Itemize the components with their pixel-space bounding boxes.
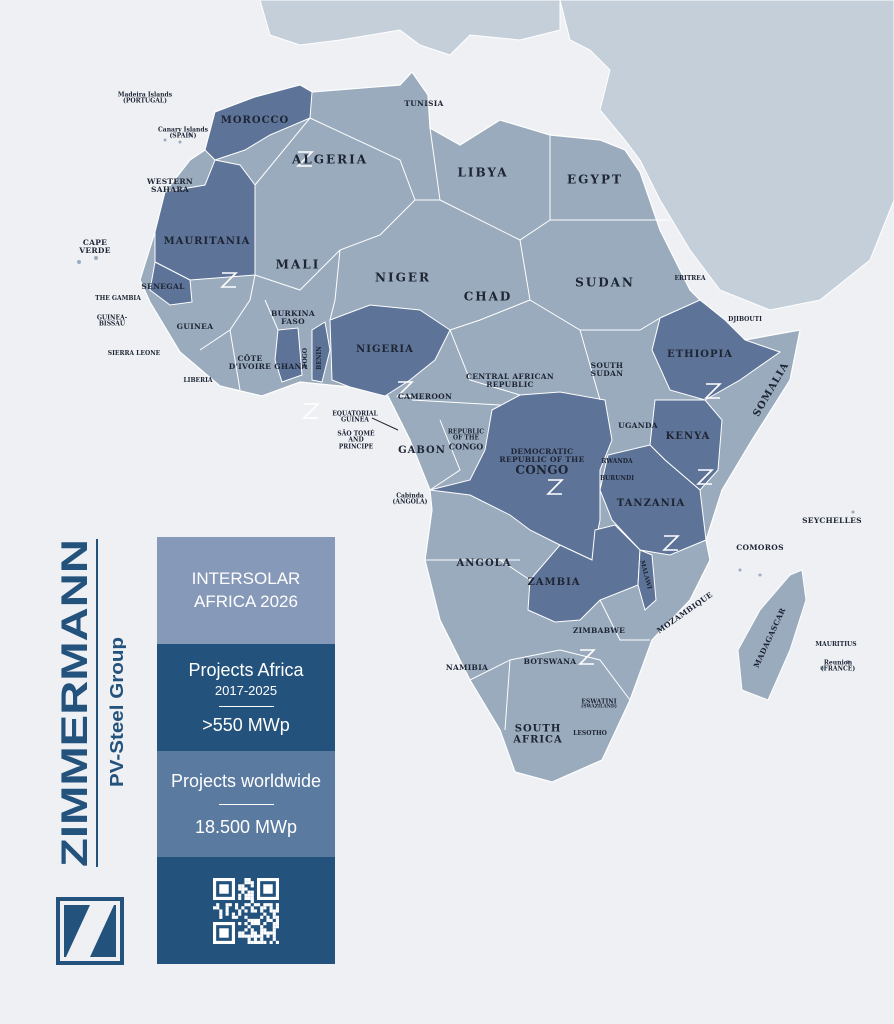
z-marker-icon — [296, 151, 314, 167]
label-rwanda: RWANDA — [601, 457, 633, 465]
z-marker-icon — [662, 535, 680, 551]
z-marker-icon — [396, 381, 414, 397]
qr-block — [157, 857, 335, 964]
middle-east-landmass — [559, 0, 894, 311]
label-morocco: MOROCCO — [220, 114, 290, 126]
z-marker-icon — [302, 403, 320, 419]
z-marker-icon — [696, 469, 714, 485]
label-chad: CHAD — [463, 289, 513, 304]
label-seychelles: SEYCHELLES — [802, 516, 862, 526]
label-senegal: SENEGAL — [141, 282, 185, 292]
europe-landmass — [259, 0, 561, 56]
madagascar — [737, 569, 807, 701]
event-block: INTERSOLAR AFRICA 2026 — [157, 537, 335, 644]
label-angola: ANGOLA — [456, 557, 512, 569]
label-south-sudan: SOUTH SUDAN — [590, 361, 624, 378]
label-gambia: THE GAMBIA — [95, 294, 141, 302]
africa-period: 2017-2025 — [214, 682, 278, 698]
world-value: 18.500 MWp — [194, 816, 298, 837]
label-cape-verde: CAPE VERDE — [79, 238, 111, 255]
label-mauritius: MAURITIUS — [815, 640, 857, 648]
label-sudan: SUDAN — [575, 275, 635, 290]
africa-title: Projects Africa — [188, 659, 304, 680]
label-eswatini: ESWATINI (SWAZILAND) — [581, 698, 617, 710]
label-south-africa: SOUTH AFRICA — [513, 723, 563, 745]
label-zimbabwe: ZIMBABWE — [572, 626, 626, 636]
label-kenya: KENYA — [665, 430, 711, 442]
country-senegal — [149, 261, 193, 306]
label-zambia: ZAMBIA — [527, 576, 581, 588]
label-togo: TOGO — [301, 347, 309, 369]
label-niger: NIGER — [375, 270, 431, 285]
label-guinea: GUINEA — [176, 322, 214, 332]
label-central-african-republic: CENTRAL AFRICAN REPUBLIC — [465, 372, 555, 389]
country-drc — [429, 391, 613, 561]
projects-worldwide-block: Projects worldwide 18.500 MWp — [157, 751, 335, 857]
label-western-sahara: WESTERN SAHARA — [146, 177, 194, 194]
qr-code-icon[interactable] — [213, 877, 279, 944]
label-libya: LIBYA — [457, 165, 509, 180]
country-ghana — [274, 327, 303, 383]
africa-value: >550 MWp — [202, 714, 290, 735]
label-gabon: GABON — [398, 444, 446, 456]
africa-landmass — [139, 71, 801, 783]
label-tunisia: TUNISIA — [404, 99, 444, 109]
z-marker-icon — [220, 272, 238, 288]
label-guinea-bissau: GUINEA- BISSAU — [96, 314, 128, 328]
country-mauritania — [154, 159, 256, 281]
z-marker-icon — [704, 383, 722, 399]
divider — [218, 803, 274, 805]
label-canary: Canary Islands (SPAIN) — [158, 126, 208, 140]
country-benin — [311, 321, 331, 383]
country-nigeria — [329, 304, 451, 397]
label-tanzania: TANZANIA — [616, 497, 686, 509]
label-madeira: Madeira Islands (PORTUGAL) — [117, 91, 173, 105]
country-ethiopia — [651, 299, 782, 401]
label-lesotho: LESOTHO — [573, 729, 607, 737]
label-egypt: EGYPT — [567, 172, 623, 187]
z-marker-icon — [578, 649, 596, 665]
label-ghana: GHANA — [274, 362, 308, 372]
label-algeria: ALGERIA — [291, 152, 369, 167]
label-cote-divoire: CÔTE D'IVOIRE — [228, 354, 272, 371]
divider — [218, 705, 274, 707]
label-liberia: LIBERIA — [183, 376, 213, 384]
label-equatorial-guinea: EQUATORIAL GUINEA — [332, 410, 378, 424]
country-morocco — [204, 84, 313, 161]
world-title: Projects worldwide — [170, 770, 322, 791]
event-edition: AFRICA 2026 — [194, 591, 298, 611]
label-reunion: Reunion (FRANCE) — [820, 659, 856, 673]
label-namibia: NAMIBIA — [445, 663, 489, 673]
label-mauritania: MAURITANIA — [163, 235, 251, 247]
label-burkina-faso: BURKINA FASO — [271, 309, 315, 326]
label-nigeria: NIGERIA — [356, 343, 414, 355]
label-uganda: UGANDA — [618, 421, 658, 431]
label-eritrea: ERITREA — [674, 274, 706, 282]
project-markers — [220, 151, 722, 665]
brand-name: ZIMMERMANN — [56, 539, 95, 867]
label-cabinda: Cabinda (ANGOLA) — [392, 492, 428, 506]
label-benin: BENIN — [315, 346, 323, 370]
label-djibouti: DJIBOUTI — [728, 315, 762, 323]
z-marker-icon — [546, 479, 564, 495]
label-sierra-leone: SIERRA LEONE — [107, 349, 161, 357]
label-drc: DEMOCRATIC REPUBLIC OF THE CONGO — [499, 446, 585, 477]
projects-africa-block: Projects Africa 2017-2025 >550 MWp — [157, 644, 335, 751]
brand-tagline: PV-Steel Group — [107, 637, 126, 787]
zimmermann-z-logo-icon — [56, 897, 124, 965]
country-malawi — [637, 549, 657, 611]
label-comoros: COMOROS — [736, 543, 784, 553]
info-panel: INTERSOLAR AFRICA 2026 Projects Africa 2… — [157, 537, 335, 964]
label-burundi: BURUNDI — [599, 474, 635, 482]
label-republic-of-congo: REPUBLIC OF THE CONGO — [447, 428, 485, 452]
country-tanzania — [599, 444, 707, 556]
label-mali: MALI — [275, 257, 321, 272]
event-name: INTERSOLAR — [191, 568, 301, 588]
label-ethiopia: ETHIOPIA — [667, 348, 733, 360]
label-botswana: BOTSWANA — [523, 657, 577, 667]
label-cameroon: CAMEROON — [397, 392, 453, 402]
zimmermann-logo: ZIMMERMANN PV-Steel Group — [54, 537, 127, 965]
label-sao-tome: SÃO TOMÉ AND PRINCIPE — [337, 430, 375, 451]
